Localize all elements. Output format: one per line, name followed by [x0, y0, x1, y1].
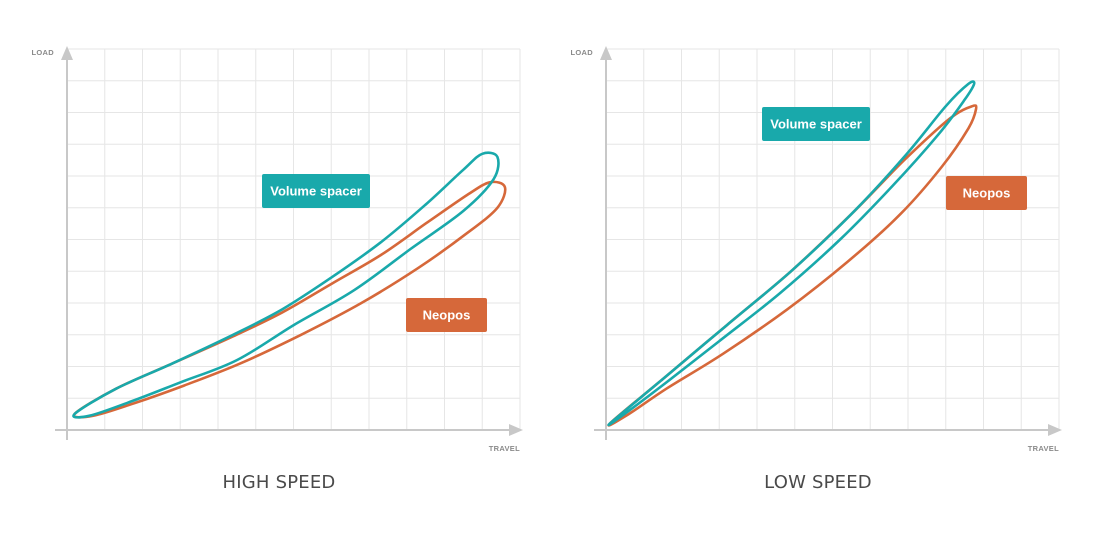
y-axis-arrow	[600, 46, 612, 60]
chart-panel-low-speed: LOAD TRAVEL Volume spacer Neopos LOW SPEED	[539, 0, 1097, 557]
series-group	[607, 80, 978, 427]
series-group	[72, 151, 507, 419]
x-axis-label: TRAVEL	[1028, 444, 1059, 453]
x-axis-arrow	[509, 424, 523, 436]
series-line-volume-spacer	[607, 80, 976, 427]
axes: LOAD TRAVEL	[32, 46, 523, 453]
chart-title: HIGH SPEED	[222, 472, 336, 493]
legend-tag-label-volume-spacer: Volume spacer	[770, 117, 862, 132]
chart-title: LOW SPEED	[764, 472, 872, 493]
legend-tag-neopos	[946, 176, 1027, 210]
chart-panel-high-speed: LOAD TRAVEL Volume spacer Neopos HIGH SPEE…	[0, 0, 558, 557]
legend-tag-volume-spacer	[262, 174, 370, 208]
chart-svg-high-speed: LOAD TRAVEL Volume spacer Neopos	[32, 46, 523, 453]
chart-svg-low-speed: LOAD TRAVEL Volume spacer Neopos	[571, 46, 1062, 453]
grid	[606, 48, 1060, 430]
legend-tags: Volume spacer Neopos	[762, 107, 1027, 210]
legend-tag-volume-spacer	[762, 107, 870, 141]
legend-tag-label-volume-spacer: Volume spacer	[270, 184, 362, 199]
series-line-neopos	[72, 180, 507, 419]
legend-tag-neopos	[406, 298, 487, 332]
legend-tag-label-neopos: Neopos	[963, 186, 1011, 201]
y-axis-label: LOAD	[32, 48, 55, 57]
legend-tag-label-neopos: Neopos	[423, 308, 471, 323]
grid	[67, 48, 521, 430]
series-line-volume-spacer	[72, 151, 500, 419]
x-axis-label: TRAVEL	[489, 444, 520, 453]
legend-tags: Volume spacer Neopos	[262, 174, 487, 332]
y-axis-arrow	[61, 46, 73, 60]
axes: LOAD TRAVEL	[571, 46, 1062, 453]
x-axis-arrow	[1048, 424, 1062, 436]
y-axis-label: LOAD	[571, 48, 594, 57]
